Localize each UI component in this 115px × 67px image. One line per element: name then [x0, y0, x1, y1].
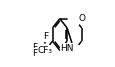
Text: O: O	[78, 14, 85, 23]
Text: CF₃: CF₃	[37, 46, 52, 55]
Text: F: F	[32, 43, 37, 52]
Text: F: F	[42, 32, 47, 41]
Text: F: F	[32, 49, 37, 58]
Text: HN: HN	[60, 44, 73, 53]
